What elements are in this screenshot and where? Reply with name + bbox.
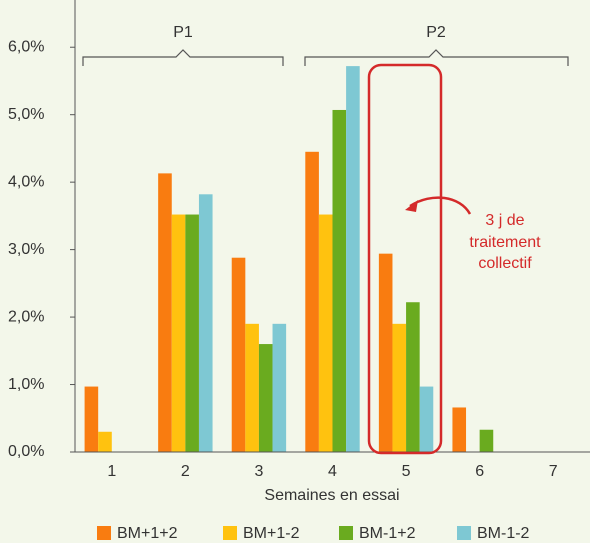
legend-swatch — [97, 526, 111, 540]
brackets — [82, 49, 569, 66]
bar — [258, 344, 273, 452]
note: 3 j de — [485, 212, 524, 229]
legend-label: BM-1+2 — [359, 525, 416, 542]
highlight-box — [367, 63, 443, 455]
bar — [378, 253, 393, 452]
legend-label: BM+1+2 — [117, 525, 178, 542]
y-tick-label: 0,0% — [8, 443, 44, 460]
x-tick-label: 4 — [328, 463, 337, 480]
bar — [272, 323, 287, 452]
legend-swatch — [339, 526, 353, 540]
y-tick-label: 4,0% — [8, 173, 44, 190]
bar — [406, 302, 420, 452]
bar — [305, 151, 319, 452]
note: collectif — [478, 255, 532, 272]
bar — [332, 109, 347, 453]
bar — [245, 323, 259, 452]
bar — [452, 407, 467, 452]
bar — [185, 214, 199, 452]
x-tick-label: 1 — [107, 463, 116, 480]
bar — [346, 66, 360, 452]
period-label: P1 — [173, 24, 193, 41]
bracket-p2 — [304, 49, 569, 66]
bar — [231, 257, 246, 452]
legend-swatch — [223, 526, 237, 540]
bar — [84, 386, 99, 452]
legend-swatch — [457, 526, 471, 540]
x-tick-label: 5 — [402, 463, 411, 480]
bar — [171, 214, 186, 452]
period-label: P2 — [426, 24, 446, 41]
x-tick-label: 2 — [181, 463, 190, 480]
bar — [479, 429, 494, 452]
x-tick-label: 7 — [549, 463, 558, 480]
legend-label: BM-1-2 — [477, 525, 530, 542]
arrowhead — [405, 200, 418, 212]
y-tick-label: 6,0% — [8, 38, 44, 55]
bar — [158, 173, 172, 453]
y-tick-label: 5,0% — [8, 106, 44, 123]
bar — [98, 431, 112, 452]
bar — [419, 386, 434, 452]
y-tick-label: 2,0% — [8, 308, 44, 325]
y-tick-label: 1,0% — [8, 376, 44, 393]
x-axis-label: Semaines en essai — [264, 487, 399, 504]
legend-label: BM+1-2 — [243, 525, 300, 542]
x-tick-label: 3 — [254, 463, 263, 480]
y-tick-label: 3,0% — [8, 241, 44, 258]
plot: 0,0% 1,0% 2,0% 3,0% 4,0% 5,0% 6,0% 1 2 3 4 5 6 7 BM+1+… — [8, 0, 590, 542]
bar — [318, 214, 333, 452]
bracket-p1 — [82, 49, 284, 66]
note: traitement — [469, 234, 541, 251]
bar — [198, 194, 213, 452]
x-tick-label: 6 — [475, 463, 484, 480]
bar — [392, 323, 407, 452]
